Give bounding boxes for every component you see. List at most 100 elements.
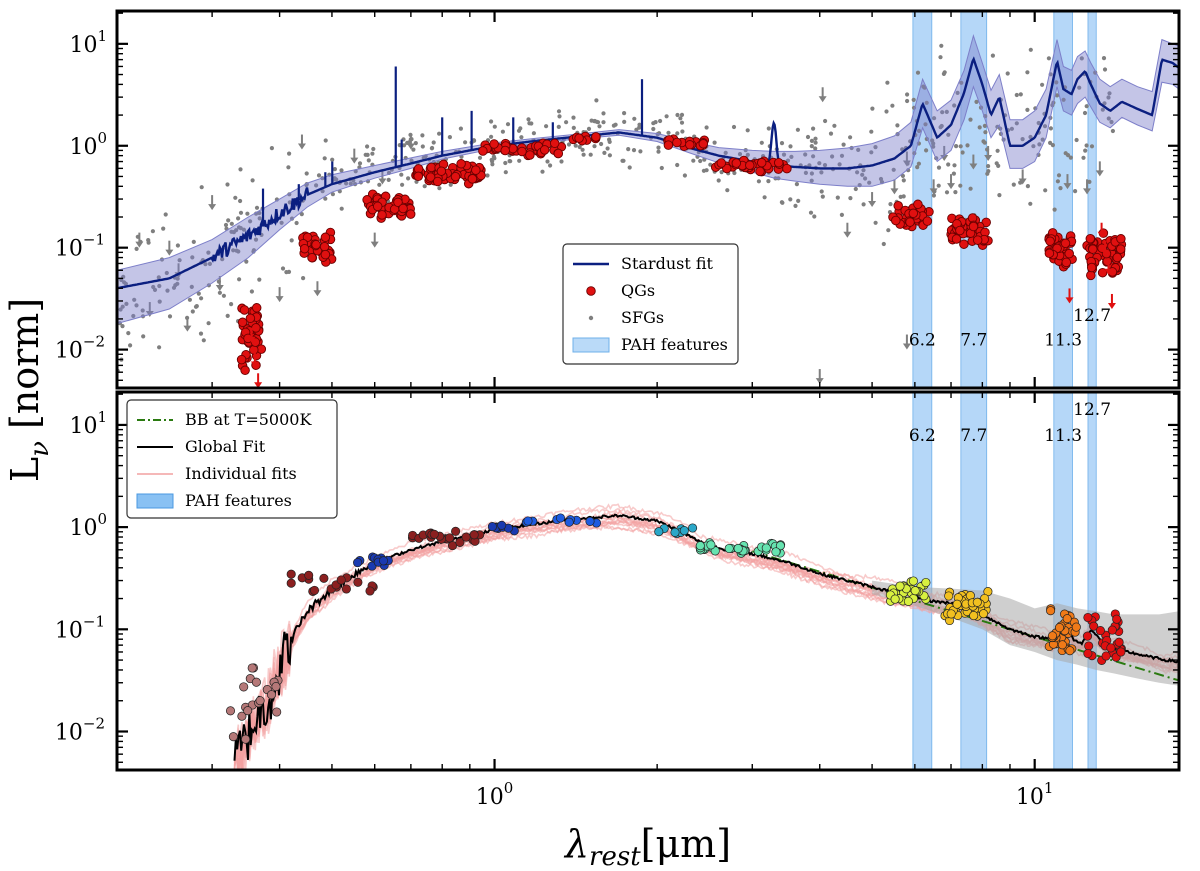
sfg-point [817, 161, 822, 166]
sfg-point [944, 190, 950, 195]
top-sfg-upper-limits [135, 87, 1104, 385]
top-legend-label: Stardust fit [621, 254, 714, 273]
qg-point [1097, 267, 1108, 278]
sfg-point [946, 132, 951, 137]
sfg-point [430, 145, 435, 151]
sfg-point [323, 138, 328, 143]
sfg-point [809, 171, 815, 176]
sfg-point [924, 100, 929, 105]
sfg-point [863, 176, 868, 181]
filter-point [895, 581, 905, 591]
sfg-point [890, 103, 895, 108]
sfg-point [959, 80, 964, 85]
sfg-upper-limit [135, 232, 144, 248]
sfg-point [955, 90, 960, 95]
qg-point [663, 140, 674, 150]
qg-point [591, 132, 601, 142]
qg-point [372, 201, 383, 212]
qg-point [1061, 257, 1072, 268]
sfg-point [294, 220, 299, 226]
legend-swatch-qg [586, 286, 596, 296]
qg-point [1116, 234, 1126, 244]
sfg-point [238, 198, 243, 204]
sfg-upper-limit [984, 145, 993, 161]
qg-point [698, 139, 709, 149]
sfg-point [940, 110, 945, 115]
sfg-point [960, 150, 965, 155]
filter-point [353, 577, 363, 587]
sfg-point [627, 165, 632, 170]
sfg-point [861, 202, 866, 207]
sfg-point [490, 162, 495, 167]
sfg-point [905, 98, 910, 104]
bottom-legend-label: Global Fit [185, 437, 266, 456]
filter-point [1116, 647, 1126, 657]
sfg-point [923, 122, 928, 127]
filter-point [336, 575, 346, 585]
sfg-point [508, 159, 513, 164]
qg-point [951, 234, 962, 244]
bottom-legend: BB at T=5000K Global Fit Individual fits PA… [126, 399, 338, 519]
sfg-point [287, 151, 292, 156]
sfg-point [164, 270, 169, 276]
qg-point [922, 216, 933, 226]
stardust-fit-line [117, 56, 1179, 290]
qg-upper-limit [1107, 293, 1116, 309]
sfg-point [124, 301, 129, 306]
top-axes-frame [115, 9, 1181, 390]
sfg-point [128, 343, 133, 348]
top-legend-box [562, 243, 739, 365]
filter-point [969, 611, 979, 621]
sfg-upper-limit [370, 232, 379, 248]
sfg-point [196, 291, 201, 296]
sfg-point [1042, 124, 1048, 129]
qg-point [716, 158, 727, 168]
bottom-legend-box [126, 399, 338, 519]
sfg-point [856, 147, 861, 152]
sfg-point [1084, 143, 1089, 148]
sfg-point [1043, 188, 1048, 193]
sfg-point [118, 307, 123, 312]
sfg-point [712, 140, 717, 145]
top-pah-label-12-7: 12.7 [1073, 306, 1111, 326]
sfg-point [622, 119, 627, 124]
sfg-point [626, 147, 631, 152]
sfg-point [199, 296, 204, 301]
sfg-point [878, 176, 884, 182]
qg-point [1086, 270, 1096, 281]
sfg-point [895, 132, 900, 137]
sfg-point [822, 163, 828, 168]
filter-point [247, 663, 257, 673]
sfg-point [813, 140, 818, 145]
sfg-point [812, 214, 817, 219]
sfg-point [1101, 56, 1107, 61]
filter-point [271, 682, 281, 692]
sfg-point [809, 178, 814, 183]
qg-upper-limit [247, 327, 256, 343]
sfg-point [564, 120, 569, 125]
sfg-upper-limit [350, 148, 359, 164]
top-pah-band-6-2 [912, 11, 933, 388]
sfg-point [463, 140, 468, 145]
sfg-point [1014, 92, 1019, 98]
sfg-point [1074, 137, 1079, 143]
sfg-point [134, 303, 139, 308]
sfg-point [675, 162, 680, 168]
filter-point [309, 585, 320, 595]
sfg-point [241, 227, 246, 232]
sfg-point [820, 194, 825, 199]
sfg-point [366, 158, 371, 163]
top-qg-points [236, 131, 1127, 376]
sfg-point [942, 70, 947, 75]
sfg-point [409, 158, 414, 163]
sfg-point [884, 109, 889, 114]
qg-point [517, 146, 527, 157]
filter-point [243, 706, 253, 716]
sfg-point [691, 158, 696, 163]
sfg-point [531, 131, 537, 136]
sfg-point [1048, 126, 1053, 131]
filter-point [1089, 621, 1099, 631]
sfg-point [225, 313, 230, 318]
sfg-upper-limit [1063, 174, 1072, 190]
filter-point [771, 547, 781, 557]
